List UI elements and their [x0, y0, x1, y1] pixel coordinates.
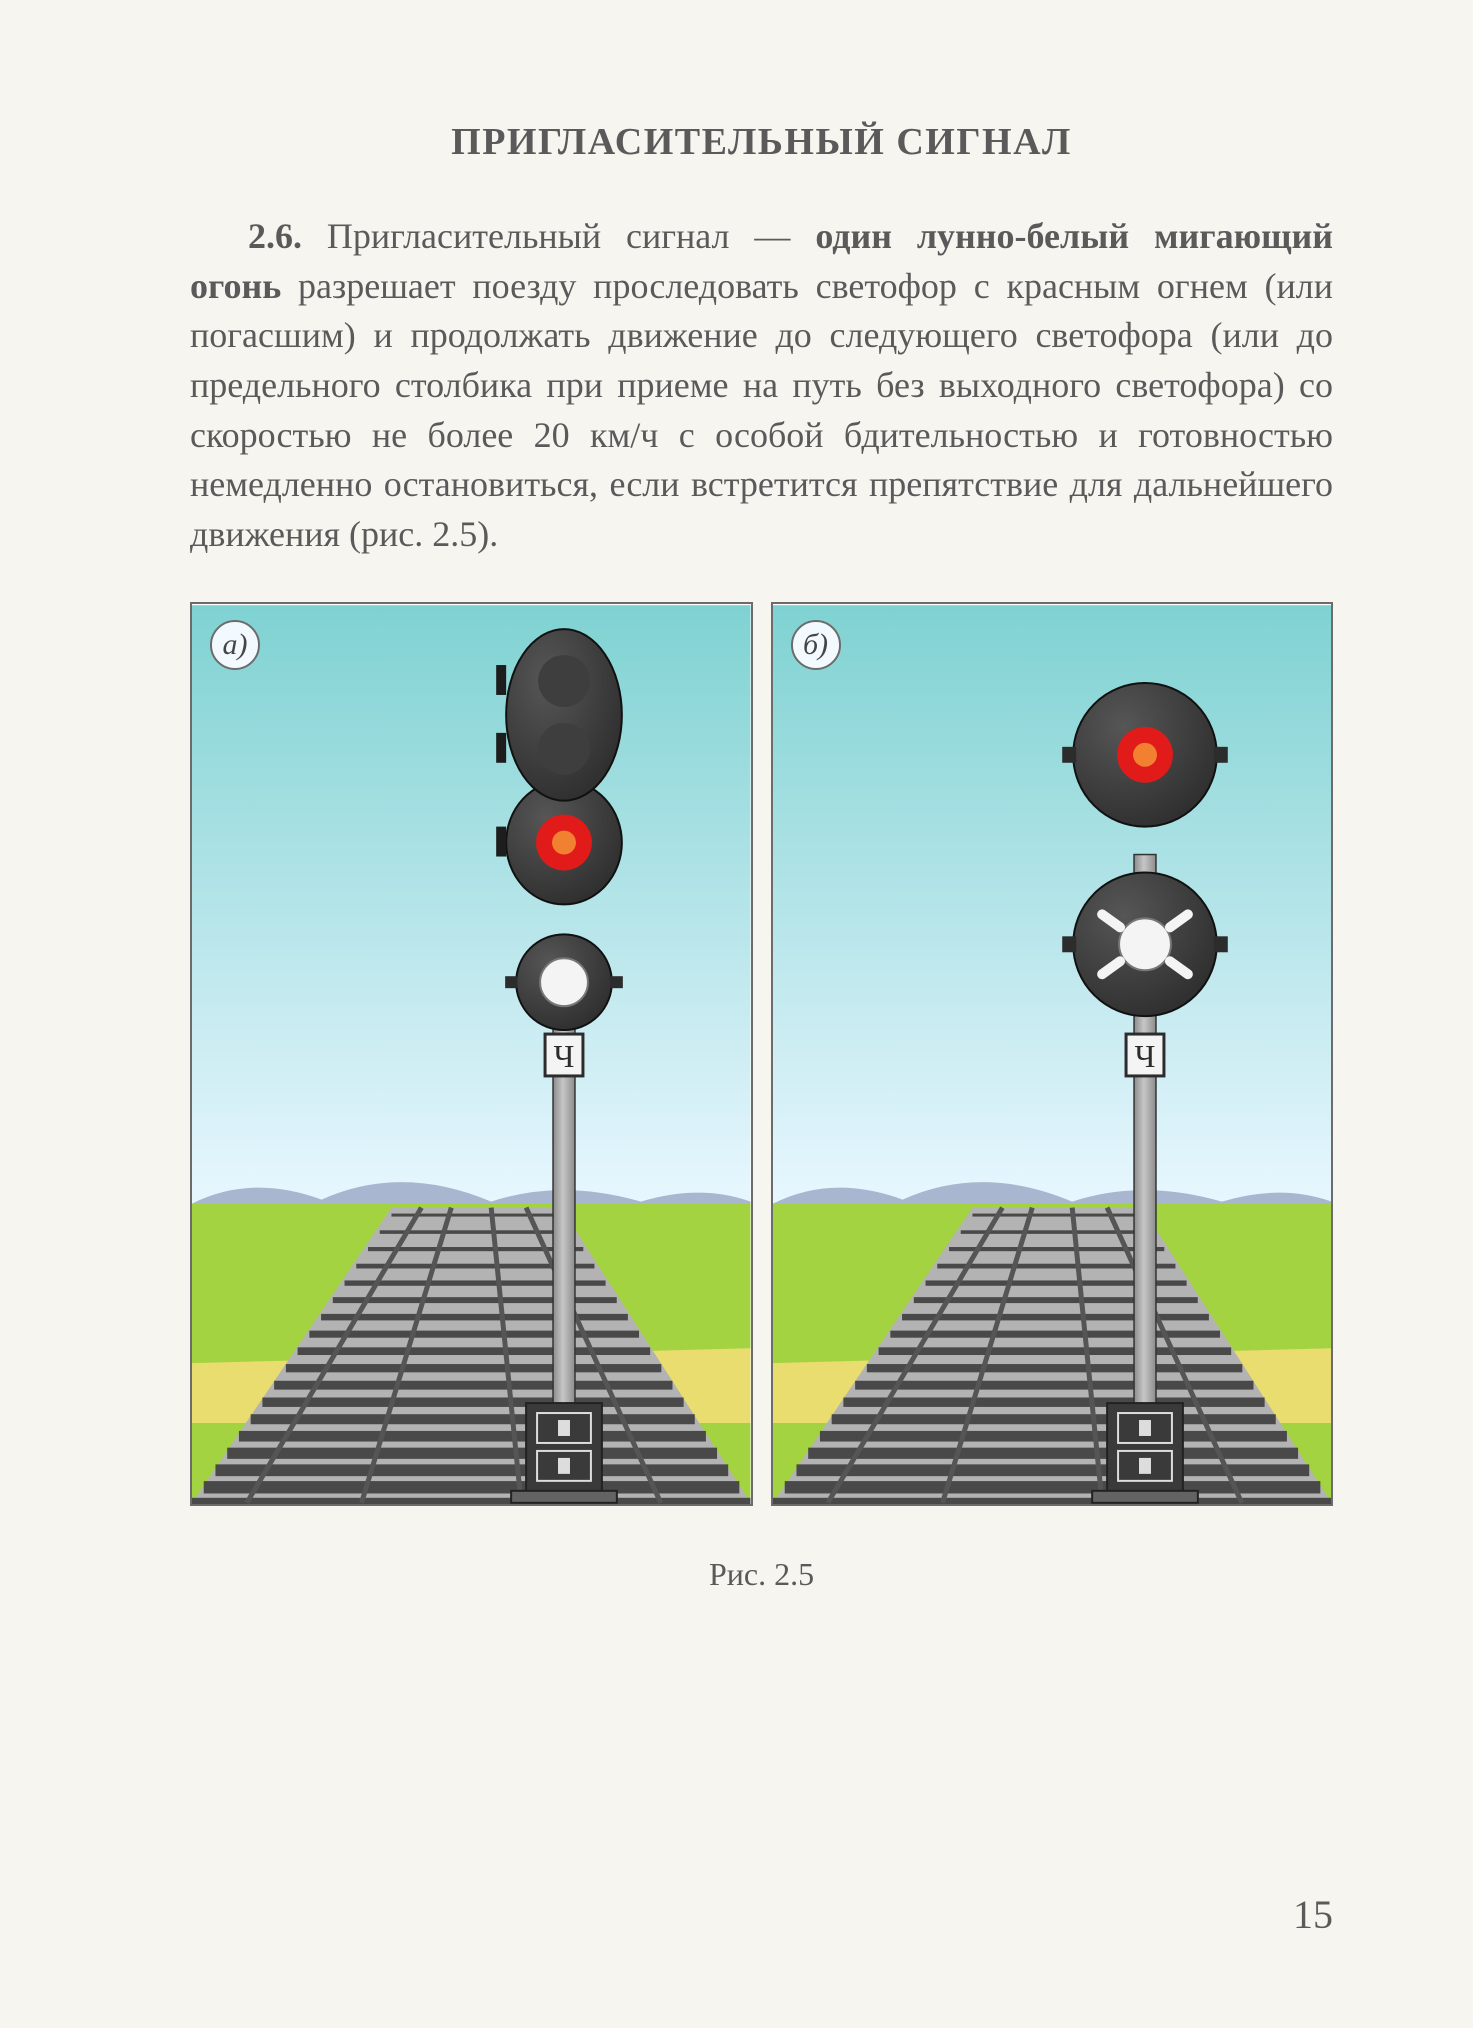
panel-a-illustration: Ч: [192, 604, 751, 1504]
paragraph-2-6: 2.6. Пригласительный сигнал — один лунно…: [190, 212, 1333, 560]
paragraph-lead: Пригласительный сигнал —: [302, 216, 815, 256]
figure-panel-a: а): [190, 602, 753, 1506]
lunar-white-light: [1119, 918, 1171, 970]
section-heading: ПРИГЛАСИТЕЛЬНЫЙ СИГНАЛ: [190, 120, 1333, 164]
route-plate: Ч: [1126, 1034, 1164, 1076]
off-light-middle: [538, 723, 590, 775]
svg-text:Ч: Ч: [554, 1039, 575, 1074]
lunar-white-light: [540, 958, 588, 1006]
sky: [192, 605, 751, 1207]
route-plate: Ч: [545, 1034, 583, 1076]
svg-text:Ч: Ч: [1134, 1039, 1155, 1074]
signal-base: [511, 1403, 617, 1503]
figure-caption: Рис. 2.5: [190, 1556, 1333, 1593]
signal-base: [1092, 1403, 1198, 1503]
section-number: 2.6.: [248, 216, 302, 256]
paragraph-rest: разрешает поезду проследовать светофор с…: [190, 266, 1333, 554]
figure-2-5: а): [190, 602, 1333, 1506]
figure-panel-b: б): [771, 602, 1334, 1506]
off-light-top: [538, 655, 590, 707]
panel-a-label: а): [210, 620, 260, 670]
page-number: 15: [1293, 1891, 1333, 1938]
panel-b-label: б): [791, 620, 841, 670]
sky: [773, 605, 1332, 1207]
panel-b-illustration: Ч: [773, 604, 1332, 1504]
